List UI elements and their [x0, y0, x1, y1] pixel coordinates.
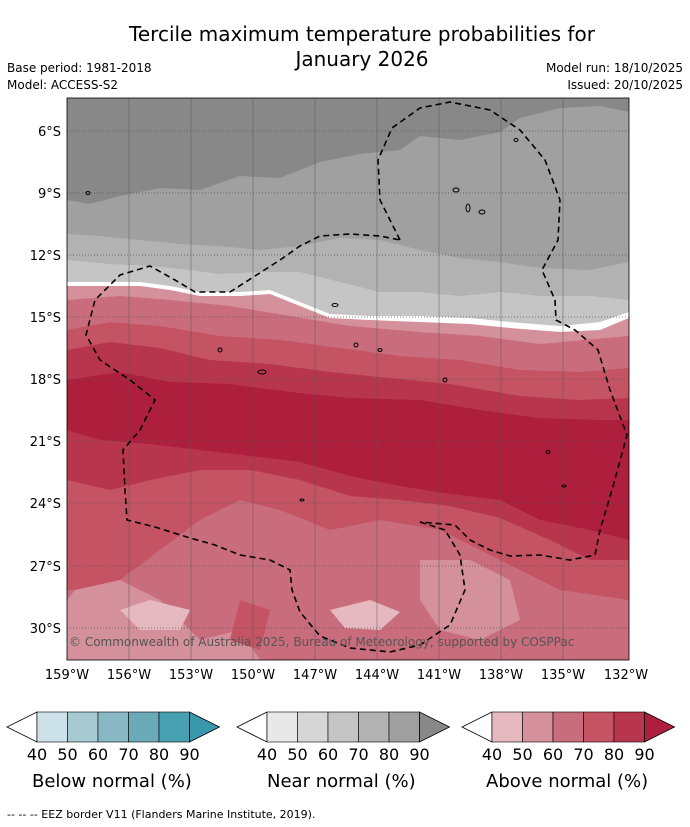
base-period: Base period: 1981-2018 [7, 61, 152, 75]
probability-map: © Commonwealth of Australia 2025, Bureau… [30, 97, 648, 683]
lon-label: 147°W [293, 668, 337, 683]
colorbar-segment [266, 711, 298, 743]
colorbar-segment [158, 711, 190, 743]
colorbar-tick-label: 80 [604, 745, 624, 764]
colorbar-segment [583, 711, 615, 743]
above-normal-colorbar: 40 50 60 70 80 90 [461, 711, 676, 764]
lat-label: 6°S [38, 125, 61, 140]
colorbar-tick-label: 50 [57, 745, 77, 764]
latitude-labels: 6°S 9°S 12°S 15°S 18°S 21°S 24°S 27°S 30… [30, 125, 61, 637]
below-normal-title: Below normal (%) [32, 771, 192, 792]
map-title: Tercile maximum temperature probabilitie… [0, 22, 690, 72]
eez-footnote: -- -- -- EEZ border V11 (Flanders Marine… [7, 808, 316, 821]
lon-label: 153°W [169, 668, 213, 683]
copyright-text: © Commonwealth of Australia 2025, Bureau… [69, 635, 574, 649]
colorbar-tick-label: 70 [118, 745, 138, 764]
near-normal-90 [67, 98, 629, 204]
meta-right: Model run: 18/10/2025 Issued: 20/10/2025 [546, 60, 683, 94]
colorbar-segment [522, 711, 554, 743]
colorbar-tick-label: 50 [512, 745, 532, 764]
colorbar-tick-label: 90 [179, 745, 199, 764]
model-name: Model: ACCESS-S2 [7, 78, 119, 92]
near-normal-colorbar: 40 50 60 70 80 90 [236, 711, 451, 764]
boundary-line [67, 282, 629, 332]
colorbar-extend-high [189, 711, 221, 743]
colorbar-segment [97, 711, 129, 743]
lon-label: 141°W [417, 668, 461, 683]
above-normal-70b [230, 600, 270, 650]
map-frame [66, 97, 630, 661]
colorbar-extend-low [6, 711, 38, 743]
colorbar-tick-label: 80 [379, 745, 399, 764]
above-normal-50b [420, 560, 520, 640]
colorbar-extend-high [644, 711, 676, 743]
colorbar-tick-label: 70 [348, 745, 368, 764]
islands [85, 138, 567, 502]
colorbar-tick-label: 40 [257, 745, 277, 764]
map-title-line2: January 2026 [295, 47, 429, 71]
colorbar-tick-label: 80 [149, 745, 169, 764]
map-title-line1: Tercile maximum temperature probabilitie… [129, 22, 595, 46]
latitude-gridlines [67, 130, 629, 629]
lon-label: 135°W [541, 668, 585, 683]
colorbar-segment [297, 711, 329, 743]
lat-label: 30°S [30, 622, 61, 637]
colorbar-segment [327, 711, 359, 743]
lon-label: 138°W [479, 668, 523, 683]
eez-borders [85, 101, 628, 653]
colorbar-tick-label: 40 [482, 745, 502, 764]
lon-label: 132°W [604, 668, 648, 683]
colorbar-segment [128, 711, 160, 743]
above-normal-40b [330, 600, 400, 630]
colorbar-tick-label: 40 [27, 745, 47, 764]
colorbar-extend-high [419, 711, 451, 743]
near-normal-title: Near normal (%) [267, 771, 416, 792]
above-normal-90 [67, 372, 629, 540]
lat-label: 24°S [30, 497, 61, 512]
lat-label: 21°S [30, 435, 61, 450]
colorbar-tick-label: 90 [409, 745, 429, 764]
colorbar-segment [388, 711, 420, 743]
colorbar-extend-low [236, 711, 268, 743]
colorbar-segment [552, 711, 584, 743]
colorbar-segment [358, 711, 390, 743]
lon-label: 156°W [107, 668, 151, 683]
model-run: Model run: 18/10/2025 [545, 61, 683, 75]
below-normal-colorbar: 40 50 60 70 80 90 [6, 711, 221, 764]
above-normal-40a [120, 600, 190, 630]
colorbar-tick-label: 60 [88, 745, 108, 764]
colorbar-tick-label: 50 [287, 745, 307, 764]
lon-label: 159°W [45, 668, 89, 683]
colorbar-segment [491, 711, 523, 743]
lon-label: 144°W [355, 668, 399, 683]
issued-date: Issued: 20/10/2025 [567, 78, 683, 92]
lat-label: 27°S [30, 560, 61, 575]
colorbar-tick-label: 60 [543, 745, 563, 764]
meta-left: Base period: 1981-2018 Model: ACCESS-S2 [7, 60, 152, 94]
lat-label: 12°S [30, 249, 61, 264]
colorbar-tick-label: 70 [573, 745, 593, 764]
lon-label: 150°W [231, 668, 275, 683]
lat-label: 18°S [30, 373, 61, 388]
colorbar-tick-label: 90 [634, 745, 654, 764]
colorbar-segment [613, 711, 645, 743]
above-normal-title: Above normal (%) [486, 771, 649, 792]
longitude-gridlines [128, 98, 564, 660]
longitude-labels: 159°W 156°W 153°W 150°W 147°W 144°W 141°… [45, 668, 648, 683]
colorbar-extend-low [461, 711, 493, 743]
colorbar-tick-label: 60 [318, 745, 338, 764]
colorbar-segment [67, 711, 99, 743]
lat-label: 15°S [30, 311, 61, 326]
colorbar-segment [36, 711, 68, 743]
lat-label: 9°S [38, 187, 61, 202]
